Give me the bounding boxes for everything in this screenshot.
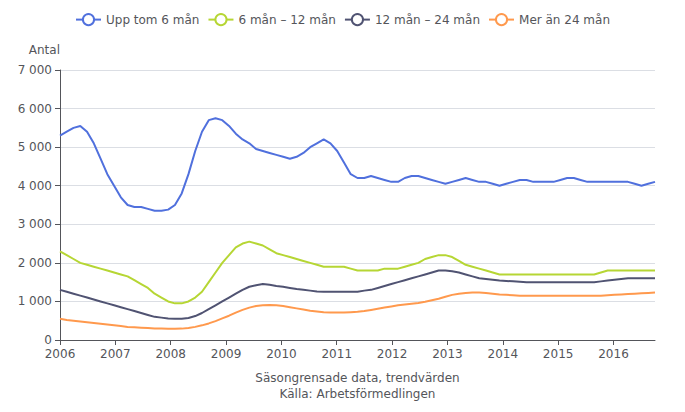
svg-text:2009: 2009: [211, 347, 242, 361]
svg-text:2010: 2010: [266, 347, 297, 361]
svg-text:4 000: 4 000: [18, 179, 52, 193]
svg-text:2008: 2008: [155, 347, 186, 361]
svg-text:5 000: 5 000: [18, 140, 52, 154]
svg-text:2012: 2012: [377, 347, 408, 361]
svg-text:2 000: 2 000: [18, 256, 52, 270]
svg-text:2007: 2007: [100, 347, 131, 361]
svg-text:Mer än 24 mån: Mer än 24 mån: [519, 13, 610, 27]
svg-text:2006: 2006: [45, 347, 76, 361]
svg-text:Antal: Antal: [29, 43, 60, 57]
svg-text:1 000: 1 000: [18, 294, 52, 308]
svg-text:2014: 2014: [488, 347, 519, 361]
svg-text:6 mån – 12 mån: 6 mån – 12 mån: [238, 13, 335, 27]
svg-text:Säsongrensade data, trendvärde: Säsongrensade data, trendvärden: [255, 371, 459, 385]
svg-text:2013: 2013: [432, 347, 463, 361]
svg-text:12 mån – 24 mån: 12 mån – 24 mån: [375, 13, 480, 27]
svg-text:Källa: Arbetsförmedlingen: Källa: Arbetsförmedlingen: [280, 387, 436, 401]
svg-text:0: 0: [44, 333, 52, 347]
svg-text:7 000: 7 000: [18, 63, 52, 77]
svg-text:3 000: 3 000: [18, 217, 52, 231]
svg-text:6 000: 6 000: [18, 102, 52, 116]
svg-text:2016: 2016: [598, 347, 629, 361]
svg-text:Upp tom 6 mån: Upp tom 6 mån: [106, 13, 199, 27]
svg-text:2011: 2011: [321, 347, 352, 361]
svg-text:2015: 2015: [543, 347, 574, 361]
